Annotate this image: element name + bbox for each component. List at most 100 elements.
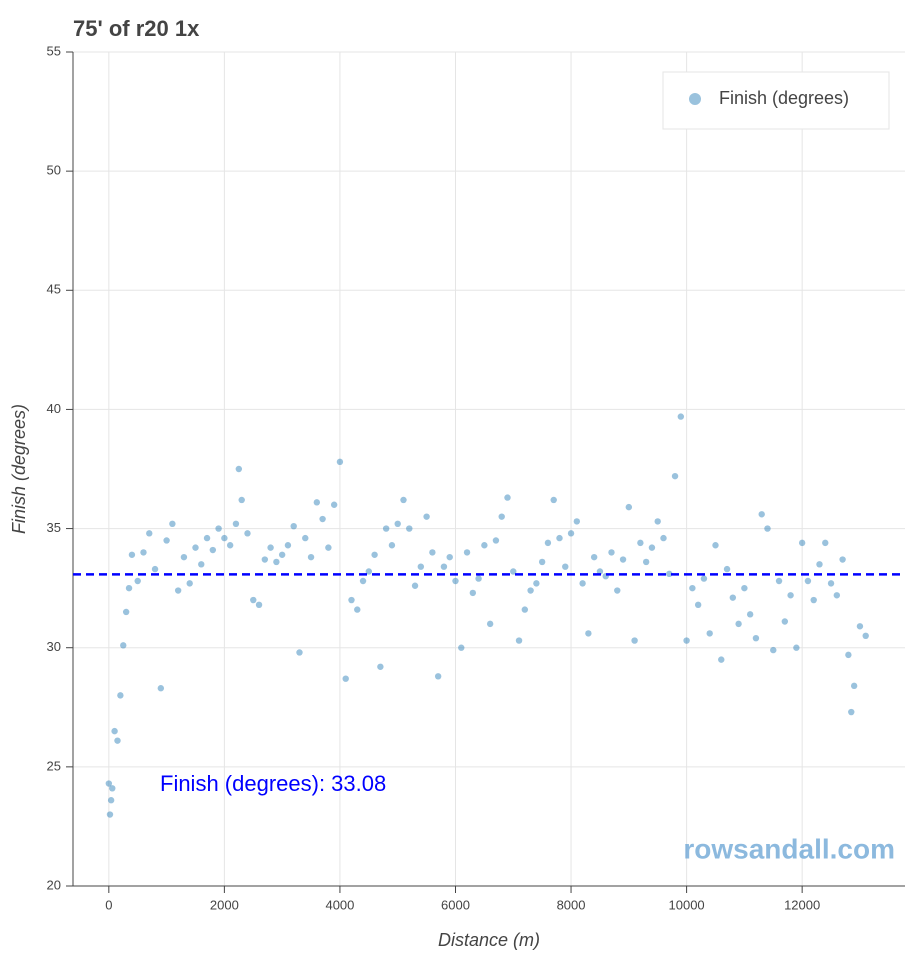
point xyxy=(336,458,344,466)
point xyxy=(157,685,165,692)
point xyxy=(839,556,846,563)
point xyxy=(296,649,303,656)
point xyxy=(498,513,505,520)
point xyxy=(729,594,737,601)
point xyxy=(215,525,222,532)
point xyxy=(319,515,326,523)
point xyxy=(107,797,115,804)
point xyxy=(429,549,436,556)
x-tick-label: 0 xyxy=(105,897,112,912)
y-tick-label: 50 xyxy=(47,163,61,178)
point xyxy=(504,494,511,501)
point xyxy=(209,546,217,554)
point xyxy=(359,577,367,585)
point xyxy=(758,511,765,518)
point xyxy=(862,632,869,639)
point xyxy=(284,542,292,549)
point xyxy=(660,534,667,542)
point xyxy=(198,561,205,568)
point xyxy=(106,811,114,818)
point xyxy=(683,637,690,644)
point xyxy=(746,611,754,618)
y-tick-label: 30 xyxy=(47,639,61,654)
y-tick-label: 45 xyxy=(47,282,61,297)
point xyxy=(174,587,182,594)
point xyxy=(770,646,777,654)
point xyxy=(706,630,713,637)
point xyxy=(798,539,806,547)
point xyxy=(735,620,742,628)
point xyxy=(590,553,598,561)
point xyxy=(434,673,442,680)
point xyxy=(192,544,199,551)
point xyxy=(109,785,116,792)
x-tick-label: 12000 xyxy=(784,897,820,912)
x-tick-label: 6000 xyxy=(441,897,470,912)
point xyxy=(625,503,633,511)
point xyxy=(573,518,581,525)
point xyxy=(122,608,130,616)
point xyxy=(273,558,280,566)
x-tick-label: 4000 xyxy=(325,897,354,912)
point xyxy=(793,644,800,651)
point xyxy=(307,553,315,561)
point xyxy=(521,606,529,613)
y-tick-label: 40 xyxy=(47,401,61,416)
point xyxy=(637,539,644,547)
point xyxy=(666,570,673,578)
point xyxy=(226,542,234,549)
point xyxy=(446,553,453,561)
point xyxy=(128,551,136,558)
point xyxy=(848,708,855,716)
point xyxy=(417,563,425,570)
point xyxy=(804,577,812,585)
point xyxy=(169,520,176,528)
point xyxy=(371,551,378,558)
point xyxy=(579,580,586,587)
point xyxy=(827,580,835,587)
point xyxy=(186,580,193,587)
watermark: rowsandall.com xyxy=(683,833,895,864)
point xyxy=(562,563,569,570)
point xyxy=(816,561,823,568)
point xyxy=(845,651,852,659)
point xyxy=(114,737,121,744)
point xyxy=(313,499,321,506)
point xyxy=(458,644,465,651)
point xyxy=(775,577,783,585)
point xyxy=(125,584,133,592)
point xyxy=(238,496,245,504)
point xyxy=(723,565,731,573)
point xyxy=(510,568,517,575)
point xyxy=(481,542,488,549)
point xyxy=(302,534,309,542)
point xyxy=(111,727,118,735)
point xyxy=(348,596,355,604)
point xyxy=(764,525,771,532)
point xyxy=(365,568,373,575)
point xyxy=(120,642,127,649)
point xyxy=(677,413,685,420)
point xyxy=(221,534,228,542)
point xyxy=(475,575,482,582)
point xyxy=(377,663,384,670)
point xyxy=(117,692,124,699)
x-tick-label: 2000 xyxy=(210,897,239,912)
point xyxy=(671,472,679,480)
point xyxy=(411,582,419,589)
point xyxy=(342,675,349,682)
point xyxy=(608,549,615,556)
point xyxy=(146,530,153,537)
point xyxy=(400,496,407,504)
point xyxy=(140,549,147,556)
point xyxy=(654,518,661,525)
legend-box xyxy=(662,71,890,130)
x-tick-label: 8000 xyxy=(557,897,586,912)
point xyxy=(718,656,725,663)
y-tick-label: 25 xyxy=(47,758,61,773)
point xyxy=(354,606,361,613)
point xyxy=(203,534,211,542)
point xyxy=(267,544,274,551)
point xyxy=(278,551,286,558)
